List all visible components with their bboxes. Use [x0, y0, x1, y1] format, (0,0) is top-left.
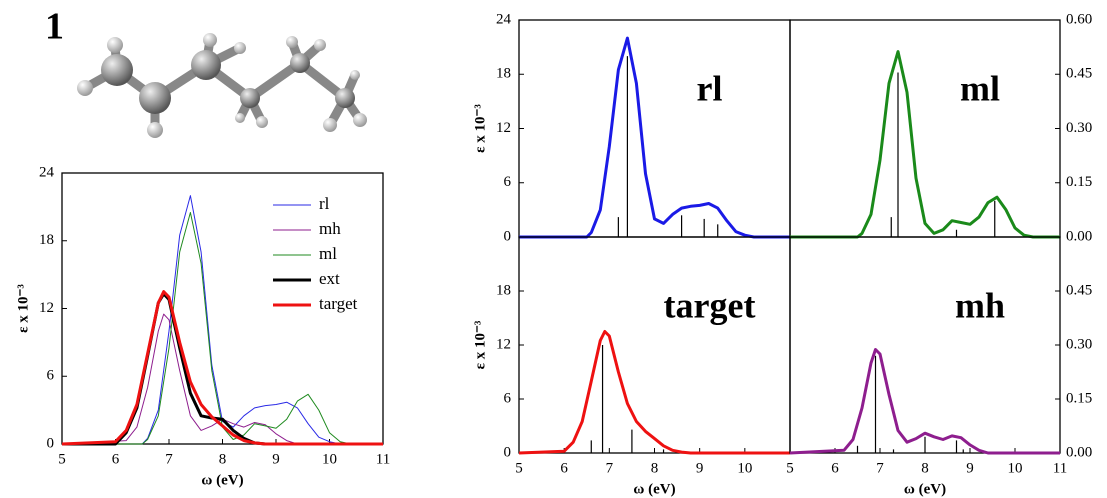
y-tick-label: 6	[504, 174, 512, 190]
y-tick-label: 18	[496, 282, 511, 298]
y2-tick-label: 0.30	[1066, 336, 1092, 352]
plot-frame	[790, 20, 1060, 237]
plot-frame	[790, 237, 1060, 453]
y2-tick-label: 0.15	[1066, 390, 1092, 406]
figure: 1 5 6 7 8 9 10 11 0 6 12 18 24 ω (eV) ε x 10⁻³ rl mh ml e…	[0, 0, 1107, 498]
plot-frame	[519, 237, 790, 453]
y-axis-label: ε x 10⁻³	[472, 320, 488, 369]
x-tick-label: 5	[786, 460, 794, 476]
x-tick-label: 9	[966, 460, 974, 476]
x-tick-label: 8	[651, 460, 659, 476]
x-tick-label: 11	[376, 451, 390, 467]
y2-tick-label: 0.60	[1066, 11, 1092, 27]
y-tick-label: 18	[496, 66, 511, 82]
figure-label: 1	[45, 6, 64, 48]
x-axis-label: ω (eV)	[201, 472, 243, 488]
panel-title: mh	[955, 285, 1005, 325]
y-axis-label: ε x 10⁻³	[15, 284, 31, 333]
y-tick-label: 6	[504, 390, 512, 406]
x-tick-label: 6	[112, 451, 120, 467]
x-tick-label: 8	[921, 460, 929, 476]
x-tick-label: 6	[560, 460, 568, 476]
y-tick-label: 0	[47, 435, 55, 451]
plot-frame	[519, 20, 790, 237]
x-tick-label: 5	[58, 451, 66, 467]
y2-tick-label: 0.30	[1066, 120, 1092, 136]
y-tick-label: 12	[39, 300, 54, 316]
y2-tick-label: 0.00	[1066, 444, 1092, 460]
x-tick-label: 7	[165, 451, 173, 467]
x-tick-label: 9	[696, 460, 704, 476]
x-tick-label: 8	[219, 451, 227, 467]
legend-label: rl	[319, 194, 330, 213]
panel-title: target	[664, 285, 756, 325]
y-tick-label: 0	[504, 228, 512, 244]
y-tick-label: 0	[504, 444, 512, 460]
y2-tick-label: 0.15	[1066, 174, 1092, 190]
molecule	[77, 33, 367, 138]
y-tick-label: 6	[47, 368, 55, 384]
legend-label: ml	[319, 244, 337, 263]
series-line	[790, 52, 1060, 237]
x-tick-label: 10	[1008, 460, 1023, 476]
panel-title: ml	[960, 68, 1000, 108]
x-tick-label: 7	[876, 460, 884, 476]
x-tick-label: 9	[272, 451, 280, 467]
y-axis-label: ε x 10⁻³	[472, 104, 488, 153]
y-tick-label: 18	[39, 232, 54, 248]
y2-tick-label: 0.00	[1066, 228, 1092, 244]
series-line	[519, 38, 790, 237]
legend-label: mh	[319, 219, 341, 238]
x-tick-label: 6	[831, 460, 839, 476]
y-tick-label: 12	[496, 336, 511, 352]
y-tick-label: 24	[39, 164, 55, 180]
y-tick-label: 24	[496, 11, 512, 27]
x-axis-label: ω (eV)	[904, 481, 946, 497]
legend-label: ext	[319, 269, 340, 288]
legend-label: target	[319, 294, 358, 313]
y2-tick-label: 0.45	[1066, 66, 1092, 82]
x-tick-label: 5	[515, 460, 523, 476]
x-tick-label: 11	[1053, 460, 1067, 476]
x-axis-label: ω (eV)	[633, 481, 675, 497]
y-tick-label: 12	[496, 120, 511, 136]
x-tick-label: 7	[606, 460, 614, 476]
panel-title: rl	[697, 68, 723, 108]
x-tick-label: 10	[322, 451, 337, 467]
x-tick-label: 10	[737, 460, 752, 476]
series-line	[519, 332, 790, 454]
y2-tick-label: 0.45	[1066, 282, 1092, 298]
